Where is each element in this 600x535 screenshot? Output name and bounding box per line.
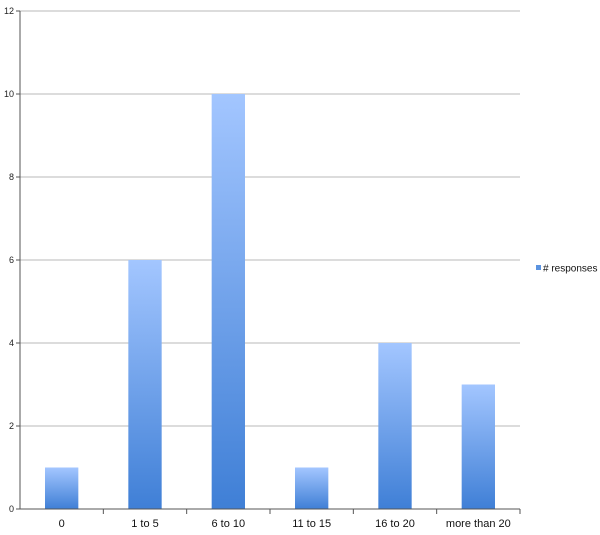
x-tick-label: 0 — [59, 518, 65, 530]
y-tick-label: 2 — [9, 421, 14, 431]
y-tick-label: 4 — [9, 338, 14, 348]
bar — [128, 260, 162, 509]
x-tick-label: 6 to 10 — [212, 518, 246, 530]
y-tick-label: 8 — [9, 172, 14, 182]
legend: # responses — [536, 264, 597, 275]
bar — [45, 467, 79, 509]
legend-label: # responses — [543, 264, 597, 275]
bar — [378, 343, 412, 509]
bar — [211, 94, 245, 509]
gridlines — [20, 10, 520, 427]
bars — [45, 94, 495, 509]
y-tick-label: 6 — [9, 255, 14, 265]
x-axis-labels: 0 1 to 5 6 to 10 11 to 15 16 to 20 more than … — [59, 509, 521, 530]
y-tick-label: 10 — [4, 89, 14, 99]
x-tick-label: 16 to 20 — [375, 518, 415, 530]
x-tick-label: 11 to 15 — [292, 518, 331, 530]
y-tick-label: 12 — [4, 6, 14, 16]
y-tick-label: 0 — [9, 504, 14, 514]
x-tick-label: more than 20 — [446, 518, 511, 530]
legend-swatch — [536, 265, 541, 270]
bar — [461, 384, 495, 509]
x-tick-label: 1 to 5 — [131, 518, 159, 530]
y-axis-ticks: 0 2 4 6 8 10 12 — [4, 6, 20, 514]
bar — [295, 467, 329, 509]
